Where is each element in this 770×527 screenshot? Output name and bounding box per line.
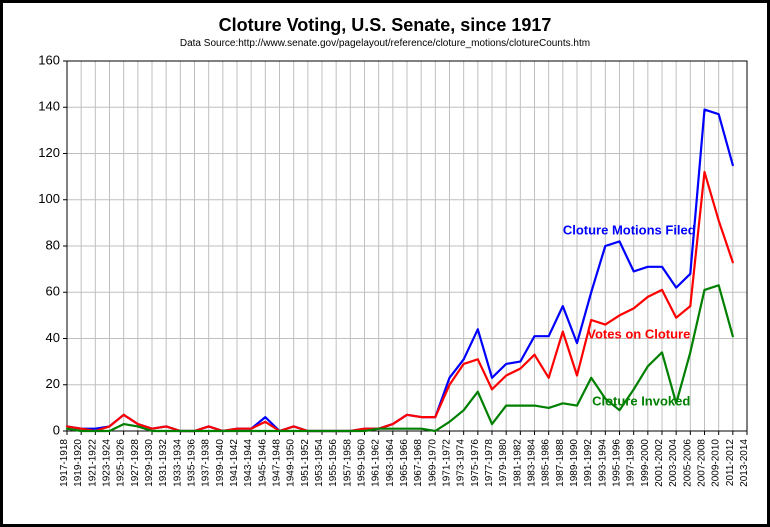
xtick-label: 2011-2012 xyxy=(725,439,736,487)
series-label: Cloture Invoked xyxy=(592,394,690,409)
xtick-label: 1953-1954 xyxy=(314,439,325,487)
ytick-label: 20 xyxy=(46,376,60,391)
xtick-label: 1995-1996 xyxy=(612,439,623,487)
xtick-label: 2003-2004 xyxy=(668,439,679,487)
xtick-label: 1925-1926 xyxy=(116,439,127,487)
xtick-label: 2005-2006 xyxy=(682,439,693,487)
xtick-label: 1939-1940 xyxy=(215,439,226,487)
xtick-label: 1921-1922 xyxy=(87,439,98,487)
xtick-label: 1969-1970 xyxy=(427,439,438,487)
xtick-label: 1985-1986 xyxy=(541,439,552,487)
xtick-label: 1957-1958 xyxy=(342,439,353,487)
xtick-label: 1917-1918 xyxy=(59,439,70,487)
ytick-label: 100 xyxy=(38,191,60,206)
xtick-label: 1955-1956 xyxy=(328,439,339,487)
ytick-label: 40 xyxy=(46,330,60,345)
xtick-label: 1933-1934 xyxy=(172,439,183,487)
xtick-label: 1923-1924 xyxy=(102,439,113,487)
chart-svg: 0204060801001201401601917-19181919-19201… xyxy=(21,55,751,495)
ytick-label: 120 xyxy=(38,145,60,160)
xtick-label: 2007-2008 xyxy=(697,439,708,487)
xtick-label: 1927-1928 xyxy=(130,439,141,487)
xtick-label: 1931-1932 xyxy=(158,439,169,487)
xtick-label: 1979-1980 xyxy=(498,439,509,487)
chart-frame: Cloture Voting, U.S. Senate, since 1917 … xyxy=(0,0,770,527)
xtick-label: 1945-1946 xyxy=(257,439,268,487)
xtick-label: 1963-1964 xyxy=(385,439,396,487)
ytick-label: 160 xyxy=(38,55,60,67)
xtick-label: 1965-1966 xyxy=(399,439,410,487)
chart-subtitle: Data Source:http://www.senate.gov/pagela… xyxy=(21,38,749,49)
series-label: Cloture Motions Filed xyxy=(563,222,696,237)
xtick-label: 1977-1978 xyxy=(484,439,495,487)
xtick-label: 1935-1936 xyxy=(187,439,198,487)
xtick-label: 1993-1994 xyxy=(597,439,608,487)
xtick-label: 1989-1990 xyxy=(569,439,580,487)
xtick-label: 2009-2010 xyxy=(711,439,722,487)
xtick-label: 1929-1930 xyxy=(144,439,155,487)
xtick-label: 1949-1950 xyxy=(286,439,297,487)
series-label: Votes on Cloture xyxy=(587,327,690,342)
chart-title: Cloture Voting, U.S. Senate, since 1917 xyxy=(21,15,749,36)
xtick-label: 1997-1998 xyxy=(626,439,637,487)
xtick-label: 1961-1962 xyxy=(371,439,382,487)
xtick-label: 1971-1972 xyxy=(442,439,453,487)
xtick-label: 2001-2002 xyxy=(654,439,665,487)
xtick-label: 1947-1948 xyxy=(272,439,283,487)
xtick-label: 1975-1976 xyxy=(470,439,481,487)
xtick-label: 1937-1938 xyxy=(201,439,212,487)
xtick-label: 1967-1968 xyxy=(413,439,424,487)
ytick-label: 60 xyxy=(46,284,60,299)
xtick-label: 1951-1952 xyxy=(300,439,311,487)
xtick-label: 1943-1944 xyxy=(243,439,254,487)
xtick-label: 1981-1982 xyxy=(512,439,523,487)
xtick-label: 1973-1974 xyxy=(456,439,467,487)
chart-container: 0204060801001201401601917-19181919-19201… xyxy=(21,55,749,495)
ytick-label: 80 xyxy=(46,237,60,252)
xtick-label: 2013-2014 xyxy=(739,439,750,487)
xtick-label: 1999-2000 xyxy=(640,439,651,487)
xtick-label: 1987-1988 xyxy=(555,439,566,487)
ytick-label: 0 xyxy=(53,422,60,437)
xtick-label: 1959-1960 xyxy=(357,439,368,487)
xtick-label: 1983-1984 xyxy=(527,439,538,487)
xtick-label: 1919-1920 xyxy=(73,439,84,487)
ytick-label: 140 xyxy=(38,99,60,114)
xtick-label: 1991-1992 xyxy=(583,439,594,487)
xtick-label: 1941-1942 xyxy=(229,439,240,487)
